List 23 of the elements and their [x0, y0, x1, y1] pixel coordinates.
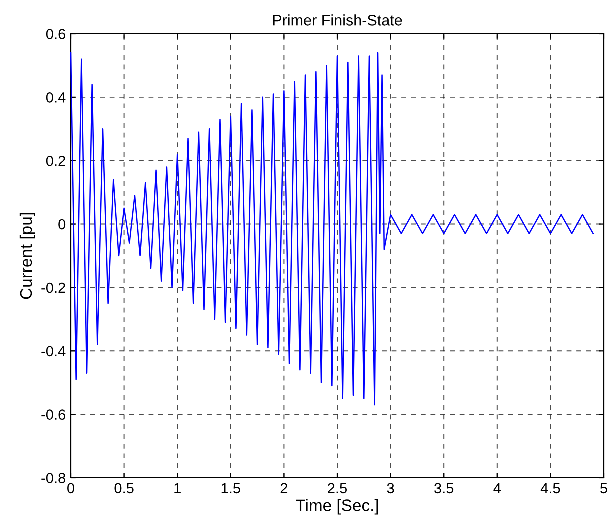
- y-tick-label: -0.4: [42, 346, 66, 357]
- y-tick-label: 0.6: [46, 29, 66, 40]
- y-tick-label: 0: [58, 219, 66, 230]
- x-tick-label: 2: [280, 483, 288, 494]
- line-series: [70, 52, 594, 406]
- y-tick-label: 0.4: [46, 92, 66, 103]
- y-tick-label: 0.2: [46, 156, 66, 166]
- y-tick-label: -0.2: [42, 282, 66, 294]
- x-tick-label: 1: [174, 483, 181, 494]
- y-tick-label: -0.6: [42, 410, 66, 420]
- x-tick-label: 0: [68, 483, 74, 494]
- chart-title: Primer Finish-State: [273, 14, 402, 26]
- x-tick-label: 0.5: [114, 483, 134, 494]
- x-axis-title: Time [Sec.]: [296, 499, 378, 515]
- x-tick-label: 5: [600, 483, 608, 494]
- x-tick-label: 4.5: [540, 483, 560, 494]
- x-tick-label: 2.5: [328, 483, 348, 494]
- y-tick-label: -0.8: [42, 473, 66, 484]
- x-tick-label: 4: [494, 483, 502, 494]
- x-tick-label: 3: [387, 483, 394, 494]
- x-tick-label: 1.5: [222, 483, 240, 494]
- x-tick-label: 3.5: [434, 483, 454, 494]
- y-axis-title: Current [pu]: [20, 213, 36, 300]
